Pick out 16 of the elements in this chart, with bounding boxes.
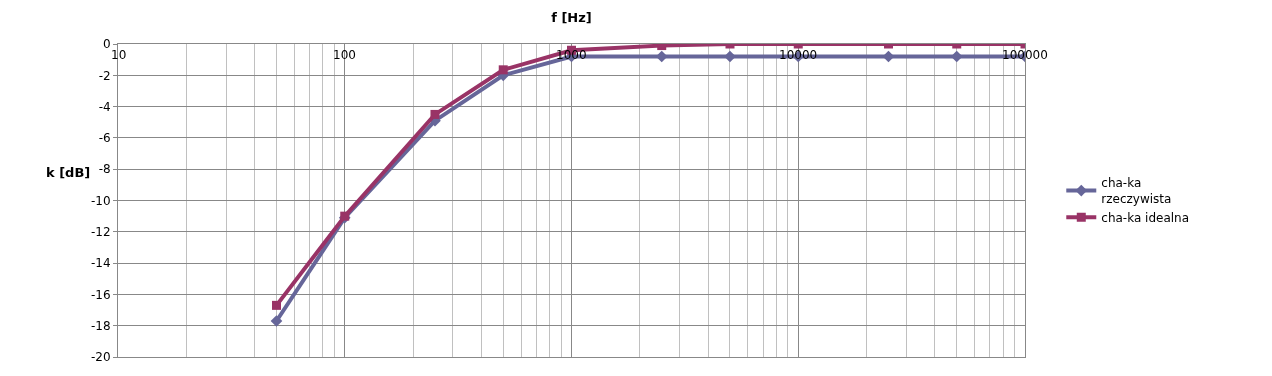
y-tick-label: -6 bbox=[98, 131, 111, 146]
y-tick-label: -8 bbox=[98, 162, 111, 177]
y-tick-label: -14 bbox=[90, 256, 111, 271]
y-tick-label: 0 bbox=[102, 37, 111, 52]
legend-label: cha-ka idealna bbox=[1101, 210, 1190, 225]
y-axis-title: k [dB] bbox=[46, 165, 91, 180]
y-tick-label: -20 bbox=[90, 350, 111, 365]
x-tick-label: 10 bbox=[111, 48, 127, 62]
x-tick-label: 100 bbox=[333, 48, 356, 62]
y-tick-label: -12 bbox=[90, 225, 111, 239]
y-tick-label: -16 bbox=[90, 287, 111, 302]
y-tick-label: -18 bbox=[90, 318, 111, 333]
y-tick-label: -2 bbox=[98, 68, 111, 83]
x-axis-title: f [Hz] bbox=[551, 9, 592, 25]
y-tick-label: -10 bbox=[90, 193, 111, 208]
y-tick-label: -4 bbox=[98, 99, 111, 114]
